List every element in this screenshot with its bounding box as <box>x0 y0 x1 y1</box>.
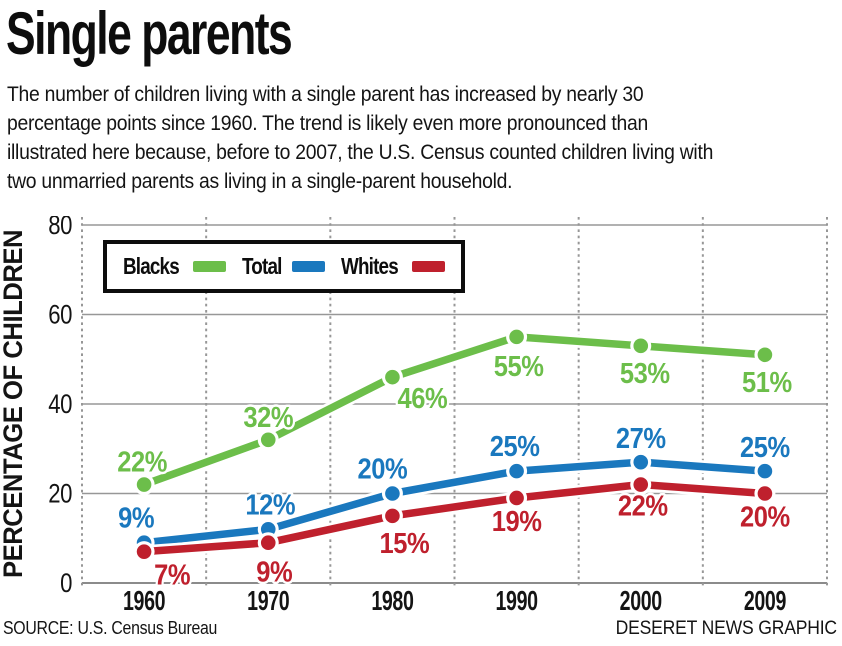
svg-text:51%: 51% <box>742 365 792 398</box>
svg-text:20%: 20% <box>358 452 408 485</box>
svg-text:1970: 1970 <box>247 586 289 617</box>
svg-text:2000: 2000 <box>620 586 662 617</box>
legend-label: Whites <box>340 253 399 279</box>
svg-text:40: 40 <box>48 390 72 420</box>
svg-text:15%: 15% <box>380 526 430 559</box>
intro-line: percentage points since 1960. The trend … <box>7 111 648 135</box>
svg-text:32%: 32% <box>243 400 293 433</box>
page-title: Single parents <box>6 0 293 67</box>
line-chart: 0 20 40 60 80 PERCENTAGE OF CHILDREN 1960 1970 1… <box>0 211 842 618</box>
svg-text:46%: 46% <box>398 382 448 415</box>
svg-text:1980: 1980 <box>371 586 413 617</box>
svg-text:0: 0 <box>60 569 72 599</box>
source-credit: SOURCE: U.S. Census Bureau <box>3 618 218 638</box>
svg-text:1960: 1960 <box>123 586 165 617</box>
svg-text:80: 80 <box>48 216 72 241</box>
svg-text:20%: 20% <box>740 500 790 533</box>
svg-text:27%: 27% <box>616 422 666 455</box>
svg-text:60: 60 <box>48 301 72 331</box>
intro-line: two unmarried parents as living in a sin… <box>7 169 513 193</box>
legend-swatch-whites <box>412 261 446 272</box>
legend-item-whites: Whites <box>340 253 446 280</box>
svg-text:9%: 9% <box>256 555 292 588</box>
svg-text:55%: 55% <box>494 349 544 382</box>
svg-text:1990: 1990 <box>495 586 537 617</box>
svg-text:19%: 19% <box>492 504 542 537</box>
legend-label: Total <box>241 253 282 279</box>
svg-text:22%: 22% <box>618 489 668 522</box>
svg-text:25%: 25% <box>740 431 790 464</box>
svg-text:22%: 22% <box>117 445 167 478</box>
svg-text:53%: 53% <box>620 356 670 389</box>
chart-legend: Blacks Total Whites <box>103 240 465 293</box>
svg-text:7%: 7% <box>154 558 190 591</box>
legend-swatch-total <box>292 261 325 272</box>
svg-text:12%: 12% <box>245 488 295 521</box>
chart-canvas: 0 20 40 60 80 PERCENTAGE OF CHILDREN 1960 1970 1… <box>0 211 828 617</box>
legend-swatch-blacks <box>192 261 226 272</box>
svg-text:2009: 2009 <box>744 586 786 617</box>
svg-text:PERCENTAGE OF CHILDREN: PERCENTAGE OF CHILDREN <box>0 230 28 578</box>
svg-text:25%: 25% <box>490 430 540 463</box>
legend-label: Blacks <box>122 253 180 279</box>
graphic-credit: DESERET NEWS GRAPHIC <box>615 617 838 639</box>
legend-item-total: Total <box>242 253 325 280</box>
intro-line: The number of children living with a sin… <box>7 82 644 106</box>
svg-text:20: 20 <box>48 480 72 510</box>
svg-text:9%: 9% <box>118 501 154 534</box>
intro-line: illustrated here because, before to 2007… <box>7 140 714 164</box>
intro-text: The number of children living with a sin… <box>7 80 792 196</box>
legend-item-blacks: Blacks <box>123 253 226 280</box>
